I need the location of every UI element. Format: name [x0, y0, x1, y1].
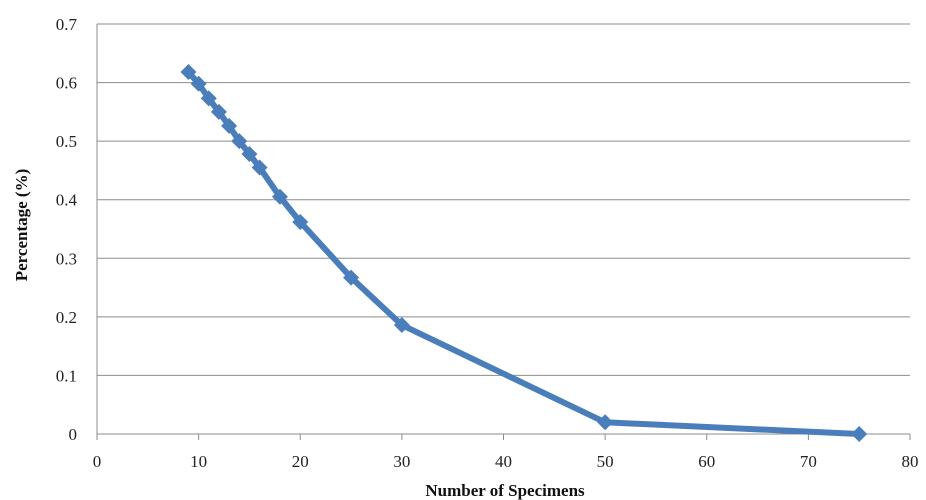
y-tick-label: 0.2: [56, 308, 77, 327]
y-tick-label: 0.1: [56, 366, 77, 385]
x-tick-label: 40: [495, 452, 512, 471]
data-point: [393, 317, 410, 334]
x-tick-label: 20: [292, 452, 309, 471]
gridlines: [97, 23, 910, 376]
x-tick-label: 30: [393, 452, 410, 471]
data-point: [292, 213, 309, 230]
data-point: [343, 269, 360, 286]
x-tick-label: 10: [190, 452, 207, 471]
data-point: [190, 75, 207, 92]
y-tick-label: 0.3: [56, 249, 77, 268]
series-group: [180, 64, 868, 442]
x-tick-label: 70: [800, 452, 817, 471]
data-point: [200, 90, 217, 107]
data-point: [597, 414, 614, 431]
y-tick-labels: 0 0.1 0.2 0.3 0.4 0.5 0.6 0.7: [56, 15, 78, 444]
data-point: [210, 103, 227, 120]
x-tick-label: 60: [698, 452, 715, 471]
x-tick-label: 80: [902, 452, 919, 471]
x-tick-label: 0: [93, 452, 102, 471]
y-tick-label: 0.4: [56, 191, 78, 210]
axes: [96, 24, 911, 440]
data-point: [271, 188, 288, 205]
x-axis-title: Number of Specimens: [425, 481, 585, 500]
data-point: [851, 426, 868, 442]
y-tick-label: 0: [69, 425, 78, 444]
data-point: [231, 133, 248, 150]
data-point: [251, 159, 268, 176]
y-axis-title: Percentage (%): [12, 169, 31, 282]
data-point: [180, 64, 197, 81]
y-tick-label: 0.6: [56, 74, 77, 93]
x-tick-label: 50: [597, 452, 614, 471]
data-point: [221, 117, 238, 134]
data-point: [241, 146, 258, 163]
y-tick-label: 0.5: [56, 132, 77, 151]
y-tick-label: 0.7: [56, 15, 78, 34]
x-tick-labels: 0 10 20 30 40 50 60 70 80: [93, 452, 919, 471]
series-line-0: [185, 69, 863, 437]
